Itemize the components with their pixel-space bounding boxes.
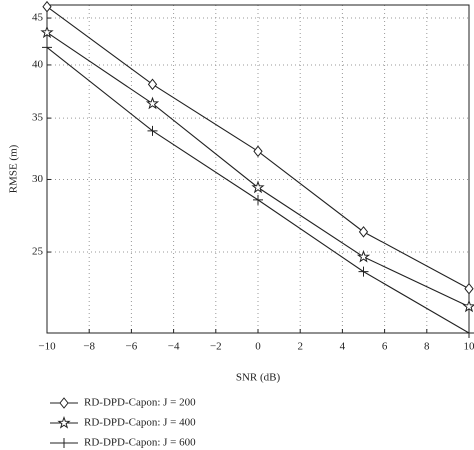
legend-marker bbox=[57, 415, 71, 429]
marker bbox=[251, 180, 265, 194]
legend-label: RD-DPD-Capon: J = 600 bbox=[84, 437, 196, 449]
x-tick-label: −10 bbox=[38, 341, 56, 353]
x-tick-label: 10 bbox=[464, 341, 474, 353]
y-tick-label: 30 bbox=[32, 173, 44, 185]
x-tick-label: −6 bbox=[126, 341, 138, 353]
x-tick-label: −2 bbox=[210, 341, 222, 353]
y-tick-label: 35 bbox=[32, 112, 44, 124]
legend-marker bbox=[59, 438, 69, 448]
x-tick-label: 0 bbox=[255, 341, 261, 353]
marker bbox=[464, 328, 474, 338]
x-tick-label: 2 bbox=[297, 341, 303, 353]
y-tick-label: 40 bbox=[32, 58, 44, 70]
x-tick-label: 6 bbox=[382, 341, 388, 353]
marker bbox=[356, 249, 371, 263]
marker bbox=[464, 282, 474, 295]
legend-marker bbox=[59, 397, 69, 409]
marker bbox=[42, 0, 52, 13]
x-tick-label: 8 bbox=[424, 341, 430, 353]
x-tick-label: 4 bbox=[340, 341, 346, 353]
marker bbox=[358, 266, 369, 277]
y-tick-label: 45 bbox=[32, 12, 44, 24]
marker bbox=[253, 194, 263, 205]
marker bbox=[42, 42, 52, 53]
marker bbox=[147, 125, 158, 136]
marker bbox=[147, 78, 158, 91]
marker bbox=[40, 25, 54, 39]
marker bbox=[358, 226, 369, 238]
y-axis-label: RMSE (m) bbox=[8, 144, 20, 193]
y-tick-label: 25 bbox=[32, 246, 44, 258]
marker bbox=[145, 96, 160, 110]
x-axis-label: SNR (dB) bbox=[236, 372, 281, 384]
marker bbox=[253, 145, 263, 158]
legend-label: RD-DPD-Capon: J = 400 bbox=[84, 417, 196, 429]
marker bbox=[462, 299, 474, 313]
legend-label: RD-DPD-Capon: J = 200 bbox=[84, 397, 196, 409]
x-tick-label: −8 bbox=[83, 341, 95, 353]
plot-frame bbox=[46, 4, 470, 334]
x-tick-label: −4 bbox=[168, 341, 180, 353]
